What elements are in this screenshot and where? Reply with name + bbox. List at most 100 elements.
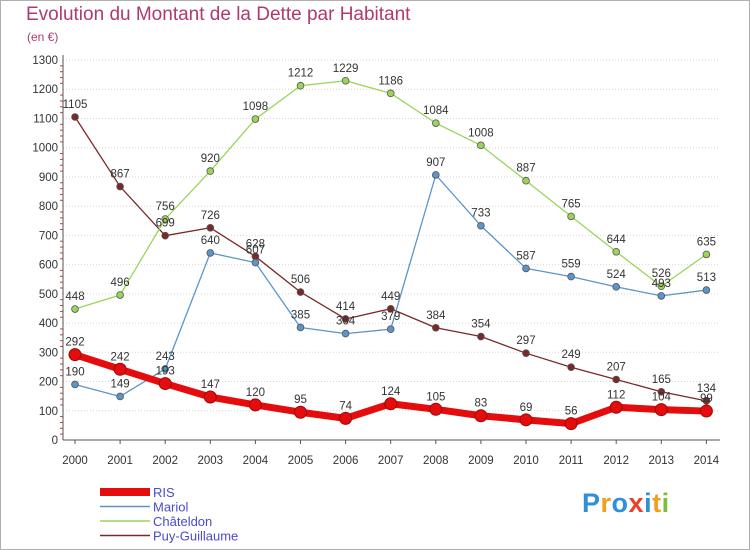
y-tick-label: 1300 [32,55,58,67]
data-label: 640 [201,235,220,247]
data-label: 242 [111,351,130,363]
data-label: 726 [201,210,220,222]
data-label: 414 [336,301,356,313]
legend-label: Châteldon [153,514,212,529]
data-point [654,403,668,417]
x-tick-label: 2007 [378,455,404,467]
data-label: 104 [652,392,672,404]
data-point [116,291,124,299]
x-tick-label: 2012 [603,455,629,467]
data-label: 384 [426,310,446,322]
data-label: 506 [291,274,310,286]
data-label: 1229 [333,63,359,75]
data-point [567,363,575,372]
data-label: 887 [516,163,535,175]
data-label: 193 [156,366,175,378]
data-point [158,377,172,391]
data-point [68,348,82,362]
data-point [431,119,440,127]
data-point [206,249,215,257]
data-point [296,288,305,296]
x-tick-label: 2008 [423,455,449,467]
x-tick-label: 2014 [694,455,720,467]
x-tick-label: 2002 [152,455,178,467]
y-tick-label: 100 [39,406,58,418]
x-tick-label: 2001 [107,455,133,467]
data-point [161,215,170,223]
plot-area [63,60,720,440]
data-label: 493 [652,278,671,290]
data-label: 1084 [423,105,449,117]
data-point [612,247,620,256]
data-label: 587 [516,250,535,262]
data-label: 364 [336,316,356,328]
chart-title: Evolution du Montant de la Dette par Hab… [26,4,411,25]
logo-letter: i [644,488,653,518]
data-point [386,325,395,334]
data-point [161,231,170,240]
logo-letter: o [611,488,629,518]
data-point [203,390,217,404]
data-label: 1098 [243,101,269,113]
legend-label: Puy-Guillaume [153,529,238,544]
y-tick-label: 200 [39,377,58,389]
x-tick-label: 2009 [468,455,494,467]
data-label: 524 [607,269,627,281]
data-label: 56 [565,406,578,418]
data-point [522,264,530,273]
data-label: 699 [156,218,175,230]
data-label: 379 [381,311,400,323]
legend-label: RIS [153,485,175,500]
data-point [71,113,79,121]
data-label: 243 [156,351,175,363]
logo-letter: P [582,488,601,518]
data-point [431,323,440,332]
y-tick-label: 300 [39,347,58,359]
data-point [522,176,530,185]
x-tick-label: 2000 [62,455,88,467]
data-label: 733 [471,208,490,220]
data-label: 513 [697,272,716,284]
data-point [702,397,711,405]
x-tick-label: 2011 [559,455,584,467]
data-label: 354 [471,319,491,331]
data-point [702,286,711,294]
data-label: 134 [697,383,717,395]
data-label: 448 [65,291,84,303]
data-label: 907 [426,157,445,169]
data-label: 112 [607,389,625,401]
data-label: 920 [201,153,220,165]
data-point [477,141,485,150]
data-label: 526 [652,268,671,280]
data-point [161,365,170,373]
data-point [113,362,127,376]
y-tick-label: 1200 [32,84,58,96]
logo-letter: r [600,488,612,518]
data-label: 1008 [468,127,494,139]
data-point [339,411,353,425]
data-point [657,282,666,291]
data-label: 99 [700,393,713,405]
data-point [71,380,79,389]
logo-letter: t [652,488,662,518]
data-point [341,329,350,338]
data-point [251,115,260,123]
y-tick-label: 1000 [32,143,58,155]
data-label: 124 [381,386,401,398]
data-point [612,375,620,384]
data-point [567,212,575,221]
logo-letter: i [661,488,670,518]
data-label: 297 [516,335,535,347]
data-point [477,221,485,230]
data-point [116,392,124,401]
data-point [657,292,666,300]
data-point [296,81,305,90]
data-label: 607 [246,245,265,257]
y-tick-label: 0 [52,435,58,447]
data-point [341,76,350,85]
data-label: 292 [65,337,84,349]
legend-label: Mariol [153,500,189,515]
data-point [386,304,395,313]
data-point [474,409,488,423]
